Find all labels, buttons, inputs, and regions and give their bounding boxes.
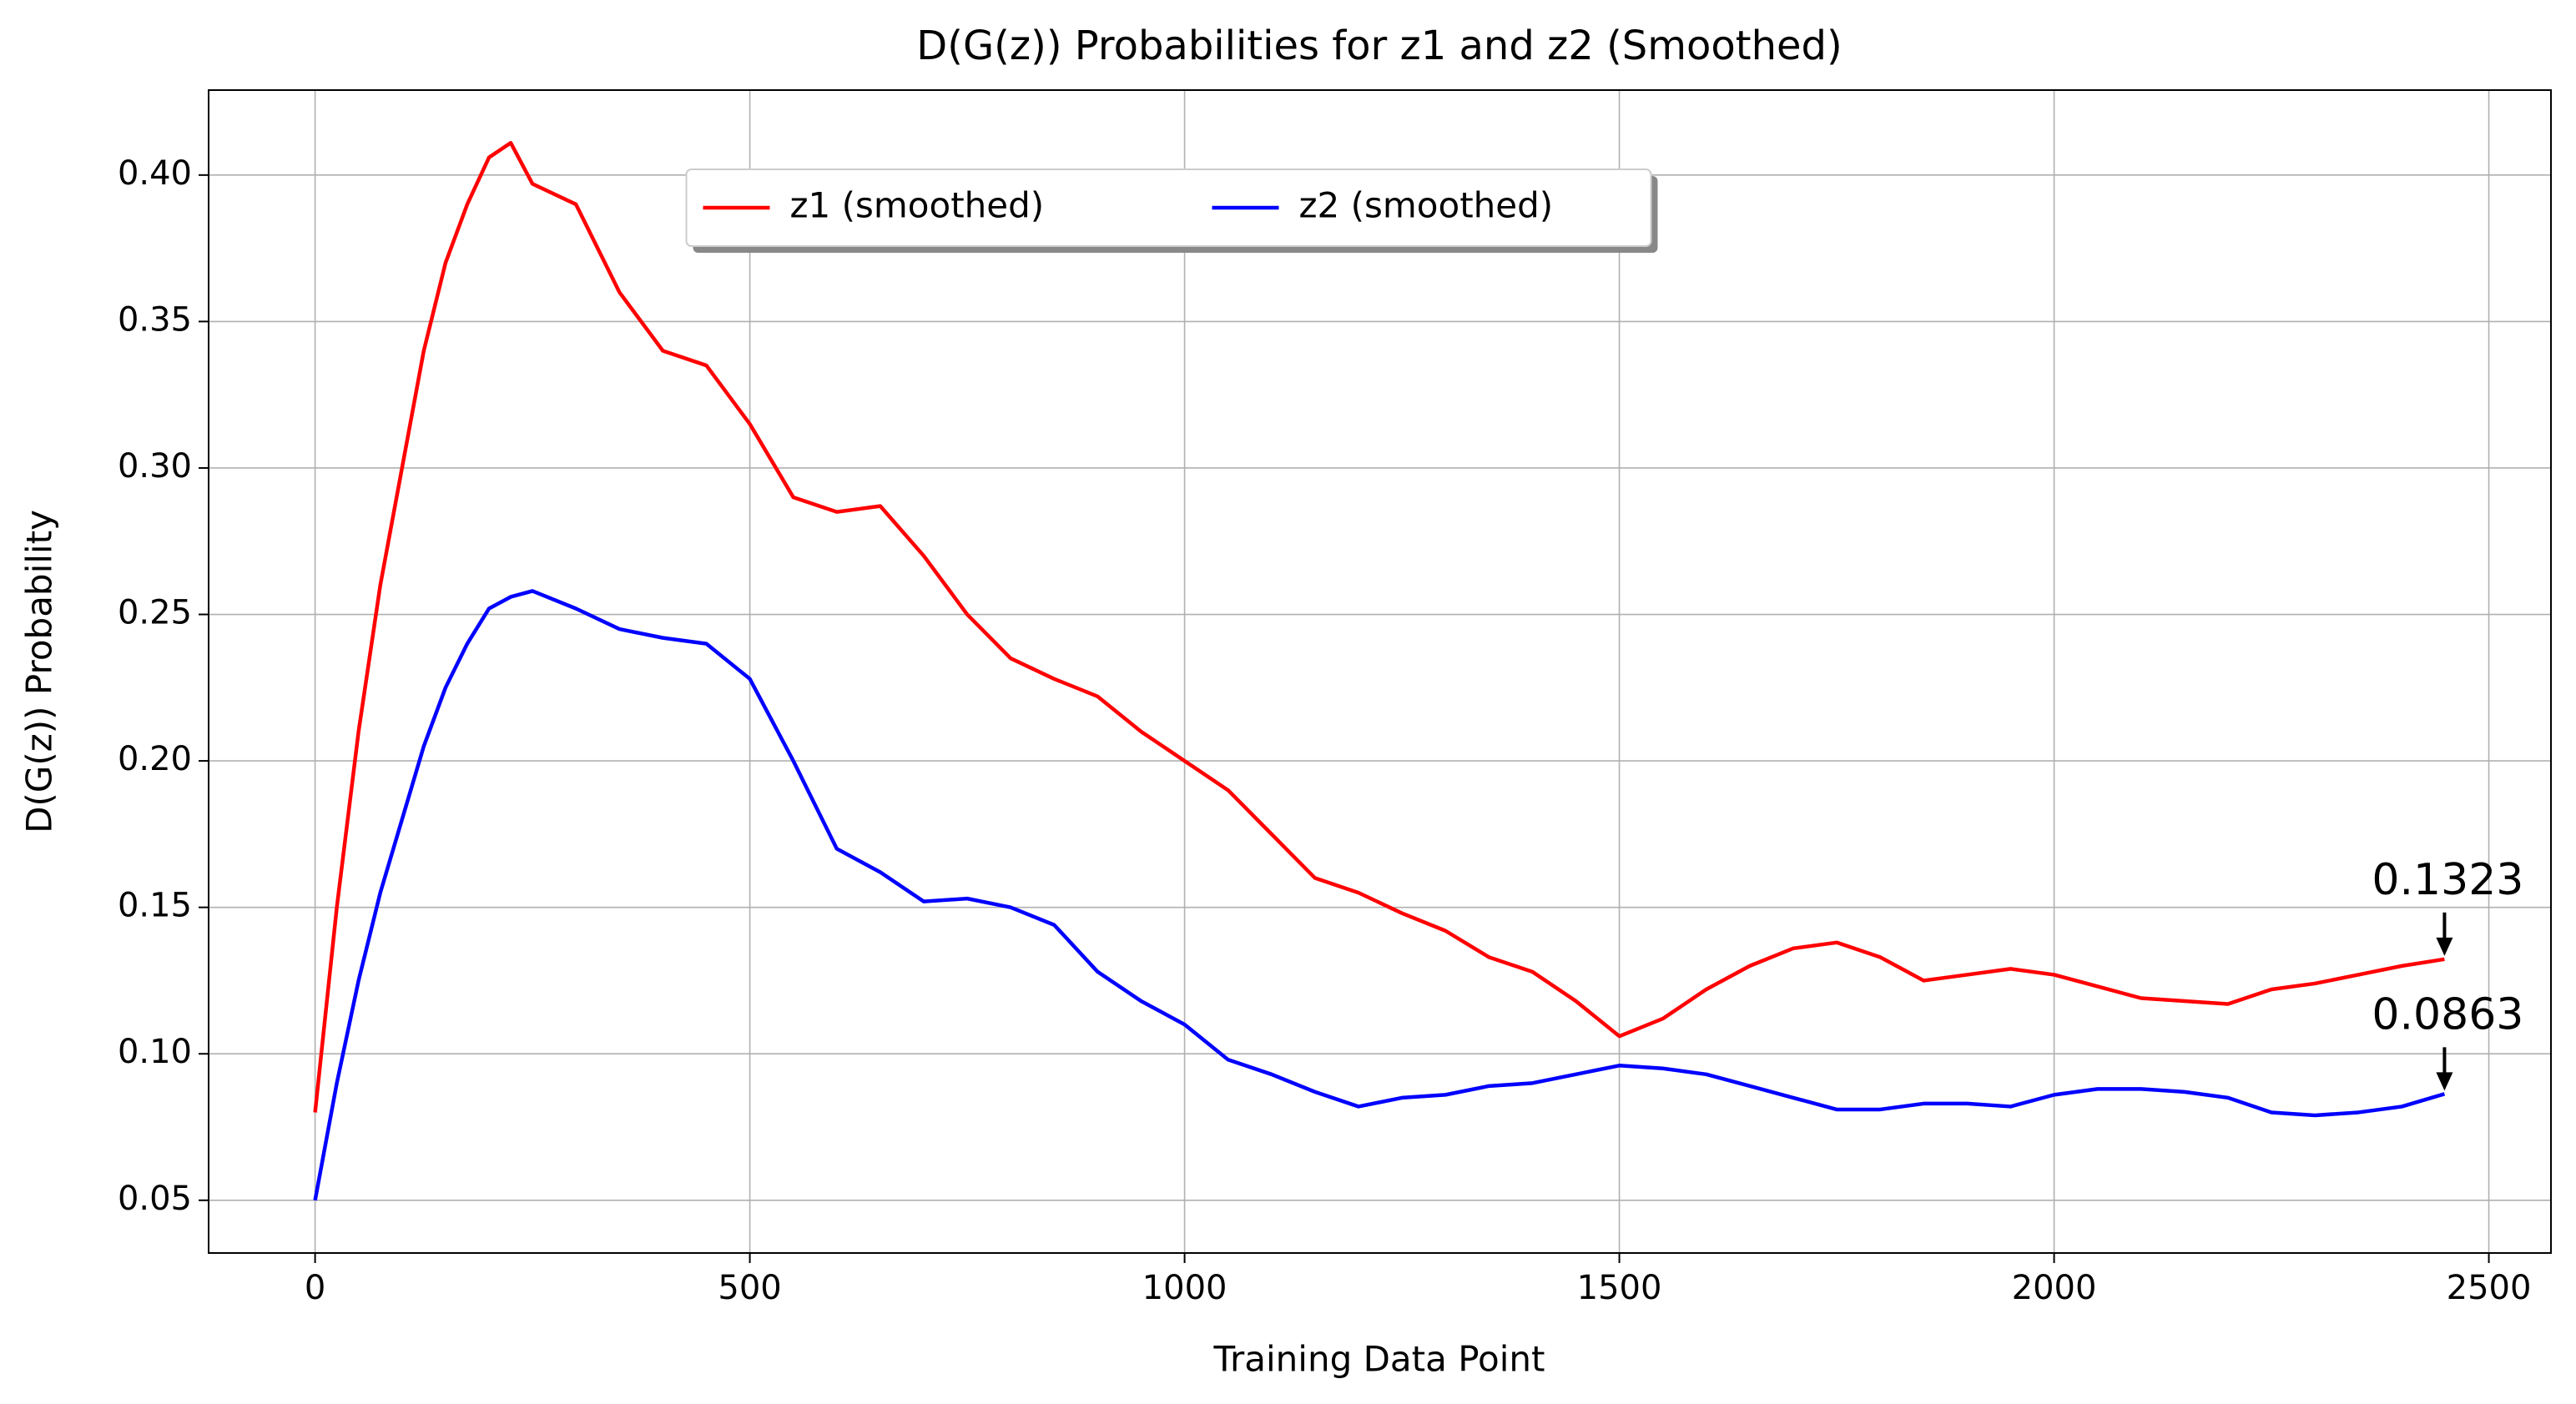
legend-label: z2 (smoothed) <box>1299 185 1554 226</box>
line <box>313 589 2446 1201</box>
y-tick-label: 0.15 <box>118 887 192 925</box>
y-tick-label: 0.10 <box>118 1033 192 1071</box>
x-tick-label: 1500 <box>1577 1269 1662 1307</box>
chart-title: D(G(z)) Probabilities for z1 and z2 (Smo… <box>916 23 1842 69</box>
x-tick-label: 0 <box>305 1269 325 1307</box>
plot-frame <box>208 89 2552 1254</box>
annotation-arrowhead <box>2436 1072 2453 1091</box>
x-axis-label: Training Data Point <box>1213 1339 1545 1380</box>
y-tick-label: 0.40 <box>118 154 192 193</box>
y-tick-label: 0.25 <box>118 594 192 632</box>
legend <box>685 169 1652 247</box>
x-tick-label: 2000 <box>2012 1269 2097 1307</box>
x-tick-label: 2500 <box>2447 1269 2532 1307</box>
x-tick-label: 500 <box>718 1269 781 1307</box>
y-tick-label: 0.35 <box>118 300 192 339</box>
y-axis-label: D(G(z)) Probability <box>19 510 60 833</box>
x-tick-label: 1000 <box>1142 1269 1228 1307</box>
annotation: 0.1323 <box>2372 855 2523 905</box>
y-tick-label: 0.30 <box>118 447 192 486</box>
annotation: 0.0863 <box>2372 989 2523 1039</box>
y-tick-label: 0.20 <box>118 740 192 778</box>
line <box>313 140 2445 1113</box>
annotation-arrowhead <box>2436 937 2453 956</box>
y-tick-label: 0.05 <box>118 1180 192 1218</box>
legend-label: z1 (smoothed) <box>790 185 1045 226</box>
